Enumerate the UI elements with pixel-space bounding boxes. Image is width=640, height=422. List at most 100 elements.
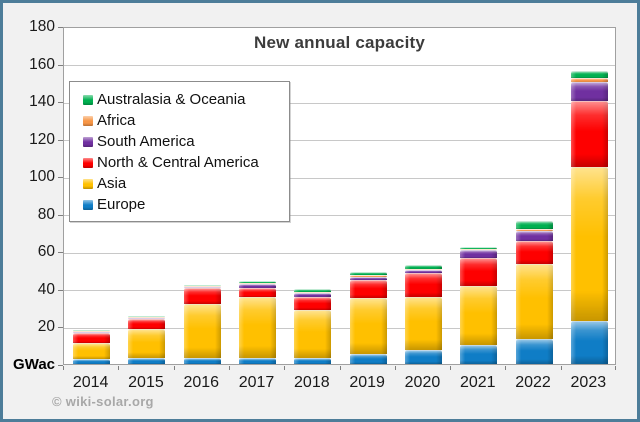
bar-segment: [515, 264, 553, 339]
bar-segment: [404, 272, 442, 298]
x-axis-label: 2020: [404, 374, 441, 391]
legend-label: Asia: [97, 175, 127, 192]
bar-segment: [515, 228, 553, 231]
bar-segment: [239, 283, 277, 288]
gridline: [64, 140, 615, 142]
y-axis-tick: [58, 252, 63, 254]
legend-swatch-icon: [83, 178, 93, 189]
y-axis-label: 100: [29, 168, 55, 186]
gridline: [64, 290, 615, 292]
bar-2023: [570, 71, 608, 364]
chart-title: New annual capacity: [253, 33, 426, 52]
bar-segment: [73, 333, 111, 344]
bar-segment: [404, 297, 442, 350]
bar-2021: [460, 246, 498, 364]
legend-swatch-icon: [83, 157, 93, 168]
watermark-credit: © wiki-solar.org: [52, 394, 154, 409]
x-axis-tick: [228, 366, 230, 370]
gridline: [64, 215, 615, 217]
bar-segment: [570, 71, 608, 78]
bar-segment: [183, 284, 221, 286]
y-axis-tick: [58, 102, 63, 104]
bar-2019: [349, 272, 387, 364]
legend-swatch-icon: [83, 136, 93, 147]
bar-segment: [460, 249, 498, 251]
plot-area: New annual capacity Australasia & Oceani…: [63, 27, 616, 365]
x-axis-tick: [560, 366, 562, 370]
bar-segment: [128, 315, 166, 317]
x-axis-tick: [284, 366, 286, 370]
bar-segment: [239, 358, 277, 364]
y-axis-label: 40: [37, 280, 55, 298]
bar-segment: [349, 353, 387, 364]
bar-segment: [128, 318, 166, 330]
x-axis-tick: [615, 366, 616, 370]
bar-segment: [570, 320, 608, 364]
bar-segment: [515, 338, 553, 364]
legend-item: North & Central America: [83, 152, 281, 173]
bar-segment: [73, 330, 111, 332]
bar-segment: [460, 257, 498, 287]
y-axis-tick: [58, 214, 63, 216]
bar-segment: [73, 331, 111, 333]
x-axis-label: 2015: [128, 374, 164, 391]
bar-segment: [73, 332, 111, 334]
bar-segment: [128, 329, 166, 359]
bar-2022: [515, 221, 553, 364]
x-axis-label: 2017: [238, 374, 275, 391]
bar-segment: [570, 77, 608, 83]
bar-segment: [239, 287, 277, 298]
gridline: [64, 177, 615, 179]
bar-segment: [570, 82, 608, 102]
y-axis-tick: [58, 365, 63, 366]
legend: Australasia & Oceania Africa South America…: [69, 81, 290, 222]
legend-item: Asia: [83, 173, 281, 194]
legend-swatch-icon: [83, 94, 93, 105]
bar-segment: [460, 345, 498, 364]
bar-segment: [404, 270, 442, 273]
gridline: [64, 65, 615, 67]
y-axis-tick: [58, 177, 63, 179]
legend-swatch-icon: [83, 115, 93, 126]
bar-segment: [239, 281, 277, 283]
legend-label: Africa: [97, 112, 136, 129]
bar-2020: [404, 265, 442, 364]
bar-segment: [128, 317, 166, 319]
bar-2018: [294, 288, 332, 364]
bar-segment: [294, 291, 332, 294]
bar-segment: [183, 286, 221, 288]
legend-label: Australasia & Oceania: [97, 91, 246, 108]
bar-segment: [404, 349, 442, 364]
bar-segment: [349, 298, 387, 354]
x-axis-tick: [63, 366, 64, 370]
bar-segment: [294, 288, 332, 292]
x-axis-tick: [118, 366, 120, 370]
legend-item: Africa: [83, 110, 281, 131]
y-axis-label: 120: [29, 130, 55, 148]
legend-item: Europe: [83, 194, 281, 215]
y-axis-label: 140: [29, 93, 55, 111]
bar-segment: [404, 265, 442, 269]
legend-item: Australasia & Oceania: [83, 89, 281, 110]
bar-segment: [73, 359, 111, 364]
legend-label: South America: [97, 133, 195, 150]
x-axis-tick: [339, 366, 341, 370]
gridline: [64, 252, 615, 254]
bar-segment: [294, 293, 332, 297]
x-axis-label: 2019: [349, 374, 385, 391]
bar-segment: [294, 309, 332, 358]
bar-segment: [349, 277, 387, 281]
bar-segment: [460, 246, 498, 250]
y-axis-label: 180: [29, 18, 55, 35]
bar-segment: [294, 357, 332, 364]
x-axis-label: 2014: [72, 374, 109, 391]
bar-segment: [349, 275, 387, 278]
bar-segment: [349, 280, 387, 299]
x-axis-tick: [450, 366, 452, 370]
y-axis-unit-label: GWac: [13, 356, 55, 373]
bar-segment: [183, 285, 221, 287]
x-axis-tick: [173, 366, 175, 370]
legend-item: South America: [83, 131, 281, 152]
bar-segment: [570, 166, 608, 321]
